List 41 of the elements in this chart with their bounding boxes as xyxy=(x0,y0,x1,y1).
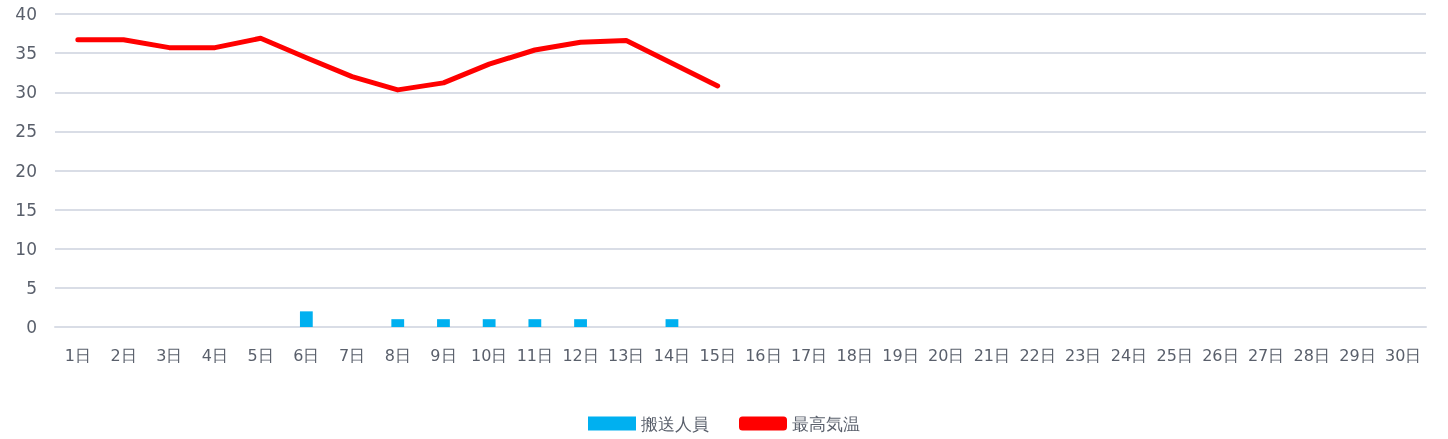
y-tick-label: 25 xyxy=(15,121,37,142)
x-tick-label: 26日 xyxy=(1202,345,1239,365)
x-tick-label: 19日 xyxy=(882,345,919,365)
y-tick-label: 15 xyxy=(15,199,37,220)
x-tick-label: 24日 xyxy=(1110,345,1148,365)
x-tick-label: 4日 xyxy=(201,345,229,365)
y-tick-label: 10 xyxy=(15,238,37,259)
x-tick-label: 10日 xyxy=(470,345,508,365)
x-tick-label: 2日 xyxy=(110,345,137,365)
x-tick-label: 28日 xyxy=(1293,345,1330,365)
y-tick-label: 0 xyxy=(26,317,37,337)
x-tick-label: 22日 xyxy=(1019,345,1056,365)
x-tick-label: 7日 xyxy=(338,345,366,365)
x-tick-label: 8日 xyxy=(384,345,411,365)
x-tick-label: 27日 xyxy=(1247,345,1285,365)
x-tick-label: 17日 xyxy=(790,345,828,365)
y-tick-label: 30 xyxy=(15,82,37,103)
x-tick-label: 13日 xyxy=(608,345,645,365)
x-tick-label: 1日 xyxy=(64,345,91,365)
x-tick-label: 9日 xyxy=(430,345,457,365)
x-tick-label: 30日 xyxy=(1384,345,1422,365)
x-tick-label: 29日 xyxy=(1339,345,1376,365)
y-tick-label: 5 xyxy=(26,277,37,298)
legend-label: 搬送人員 xyxy=(641,413,709,434)
y-tick-label: 35 xyxy=(15,43,37,64)
x-tick-label: 11日 xyxy=(516,345,554,365)
x-tick-label: 23日 xyxy=(1065,345,1102,365)
legend-label: 最高気温 xyxy=(792,413,860,434)
y-tick-label: 40 xyxy=(15,4,37,24)
x-tick-label: 15日 xyxy=(699,345,736,365)
y-tick-label: 20 xyxy=(15,160,37,181)
x-tick-label: 20日 xyxy=(927,345,965,365)
x-tick-label: 18日 xyxy=(836,345,873,365)
x-tick-label: 3日 xyxy=(156,345,183,365)
x-tick-label: 16日 xyxy=(745,345,782,365)
x-tick-label: 5日 xyxy=(247,345,274,365)
x-tick-label: 6日 xyxy=(293,345,320,365)
x-tick-label: 12日 xyxy=(562,345,599,365)
x-tick-label: 14日 xyxy=(653,345,691,365)
x-tick-label: 25日 xyxy=(1156,345,1193,365)
x-tick-label: 21日 xyxy=(973,345,1011,365)
